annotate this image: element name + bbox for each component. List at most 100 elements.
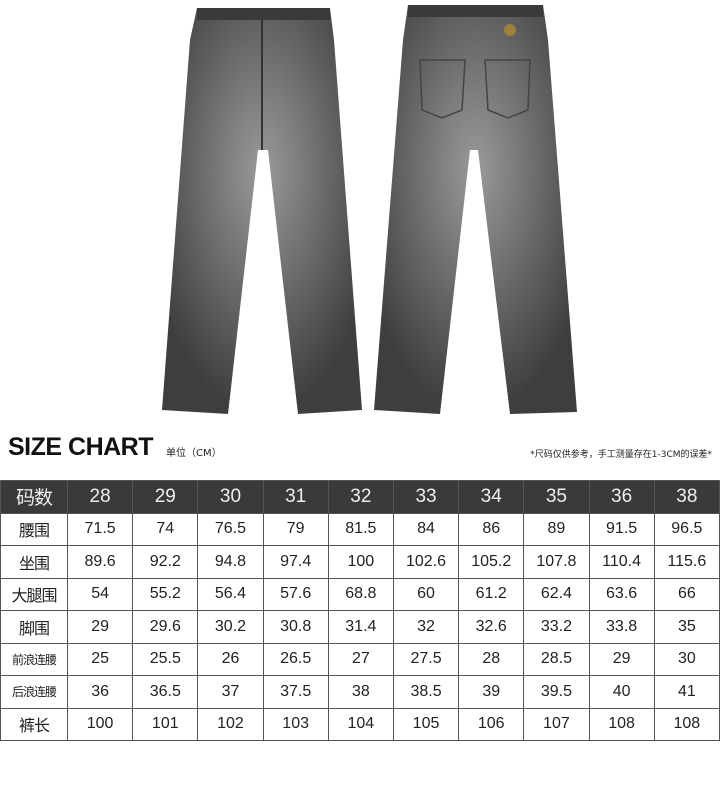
- table-cell: 29: [132, 480, 199, 514]
- table-cell: 29.6: [132, 610, 199, 644]
- row-header: 裤长: [0, 707, 68, 741]
- table-header-row: 码数 28 29 30 31 32 33 34 35 36 38: [0, 480, 720, 514]
- table-cell: 29: [588, 642, 655, 676]
- table-cell: 28: [66, 480, 134, 514]
- table-cell: 29: [66, 610, 134, 644]
- table-cell: 30.2: [197, 610, 264, 644]
- table-cell: 30: [653, 642, 720, 676]
- table-row: 后浪连腰 36 36.5 37 37.5 38 38.5 39 39.5 40 41: [0, 675, 720, 709]
- table-cell: 101: [132, 707, 199, 741]
- jeans-product-photo: [162, 5, 577, 414]
- table-cell: 66: [653, 577, 720, 611]
- table-cell: 105: [392, 707, 460, 741]
- row-header: 脚围: [0, 610, 68, 644]
- table-cell: 84: [392, 512, 460, 546]
- table-cell: 27.5: [392, 642, 460, 676]
- table-cell: 40: [588, 675, 655, 709]
- table-cell: 38: [327, 675, 394, 709]
- table-cell: 79: [262, 512, 329, 546]
- table-cell: 74: [132, 512, 199, 546]
- table-cell: 31.4: [327, 610, 394, 644]
- table-cell: 30: [197, 480, 264, 514]
- table-cell: 41: [653, 675, 720, 709]
- table-cell: 31: [262, 480, 329, 514]
- table-cell: 102: [197, 707, 264, 741]
- table-row: 坐围 89.6 92.2 94.8 97.4 100 102.6 105.2 107.8 110.…: [0, 545, 720, 579]
- table-cell: 35: [653, 610, 720, 644]
- row-header: 码数: [0, 480, 68, 514]
- table-cell: 103: [262, 707, 329, 741]
- table-cell: 92.2: [132, 545, 199, 579]
- size-chart-title: SIZE CHART: [8, 433, 154, 461]
- row-header: 腰围: [0, 512, 68, 546]
- table-row: 大腿围 54 55.2 56.4 57.6 68.8 60 61.2 62.4 63.6 66: [0, 577, 720, 611]
- table-cell: 57.6: [262, 577, 329, 611]
- table-cell: 106: [458, 707, 525, 741]
- table-cell: 34: [458, 480, 525, 514]
- jeans-back-view: [374, 5, 577, 414]
- table-cell: 36: [588, 480, 655, 514]
- table-cell: 36.5: [132, 675, 199, 709]
- table-cell: 28: [458, 642, 525, 676]
- table-cell: 25.5: [132, 642, 199, 676]
- table-cell: 56.4: [197, 577, 264, 611]
- row-header: 后浪连腰: [0, 675, 68, 709]
- table-cell: 71.5: [66, 512, 134, 546]
- table-cell: 32.6: [458, 610, 525, 644]
- table-cell: 91.5: [588, 512, 655, 546]
- table-cell: 86: [458, 512, 525, 546]
- table-cell: 32: [327, 480, 394, 514]
- table-cell: 97.4: [262, 545, 329, 579]
- table-cell: 33: [392, 480, 460, 514]
- size-table: 码数 28 29 30 31 32 33 34 35 36 38 腰围 71.5 74 76.5 79 81.5…: [0, 480, 720, 741]
- table-cell: 36: [66, 675, 134, 709]
- table-row: 腰围 71.5 74 76.5 79 81.5 84 86 89 91.5 96.5: [0, 512, 720, 546]
- table-cell: 62.4: [523, 577, 590, 611]
- table-cell: 39.5: [523, 675, 590, 709]
- row-header: 坐围: [0, 545, 68, 579]
- table-cell: 115.6: [653, 545, 720, 579]
- table-cell: 35: [523, 480, 590, 514]
- table-cell: 60: [392, 577, 460, 611]
- table-cell: 108: [653, 707, 720, 741]
- table-cell: 89.6: [66, 545, 134, 579]
- table-cell: 30.8: [262, 610, 329, 644]
- table-cell: 37: [197, 675, 264, 709]
- table-cell: 107: [523, 707, 590, 741]
- table-cell: 104: [327, 707, 394, 741]
- table-cell: 33.2: [523, 610, 590, 644]
- table-cell: 68.8: [327, 577, 394, 611]
- jeans-front-view: [162, 8, 362, 414]
- table-cell: 37.5: [262, 675, 329, 709]
- table-cell: 94.8: [197, 545, 264, 579]
- table-cell: 107.8: [523, 545, 590, 579]
- table-cell: 39: [458, 675, 525, 709]
- table-cell: 38: [653, 480, 720, 514]
- table-cell: 33.8: [588, 610, 655, 644]
- row-header: 大腿围: [0, 577, 68, 611]
- table-row: 脚围 29 29.6 30.2 30.8 31.4 32 32.6 33.2 33.8 35: [0, 610, 720, 644]
- table-cell: 38.5: [392, 675, 460, 709]
- table-cell: 61.2: [458, 577, 525, 611]
- table-cell: 89: [523, 512, 590, 546]
- table-cell: 63.6: [588, 577, 655, 611]
- table-cell: 81.5: [327, 512, 394, 546]
- table-cell: 96.5: [653, 512, 720, 546]
- table-cell: 108: [588, 707, 655, 741]
- table-cell: 105.2: [458, 545, 525, 579]
- table-cell: 76.5: [197, 512, 264, 546]
- table-row: 裤长 100 101 102 103 104 105 106 107 108 108: [0, 707, 720, 741]
- measurement-note: *尺码仅供参考，手工测量存在1-3CM的误差*: [530, 450, 712, 460]
- table-cell: 32: [392, 610, 460, 644]
- table-cell: 27: [327, 642, 394, 676]
- table-cell: 55.2: [132, 577, 199, 611]
- table-row: 前浪连腰 25 25.5 26 26.5 27 27.5 28 28.5 29 30: [0, 642, 720, 676]
- table-cell: 100: [66, 707, 134, 741]
- row-header: 前浪连腰: [0, 642, 68, 676]
- table-cell: 100: [327, 545, 394, 579]
- table-cell: 54: [66, 577, 134, 611]
- table-cell: 26: [197, 642, 264, 676]
- table-cell: 28.5: [523, 642, 590, 676]
- table-cell: 110.4: [588, 545, 655, 579]
- table-cell: 26.5: [262, 642, 329, 676]
